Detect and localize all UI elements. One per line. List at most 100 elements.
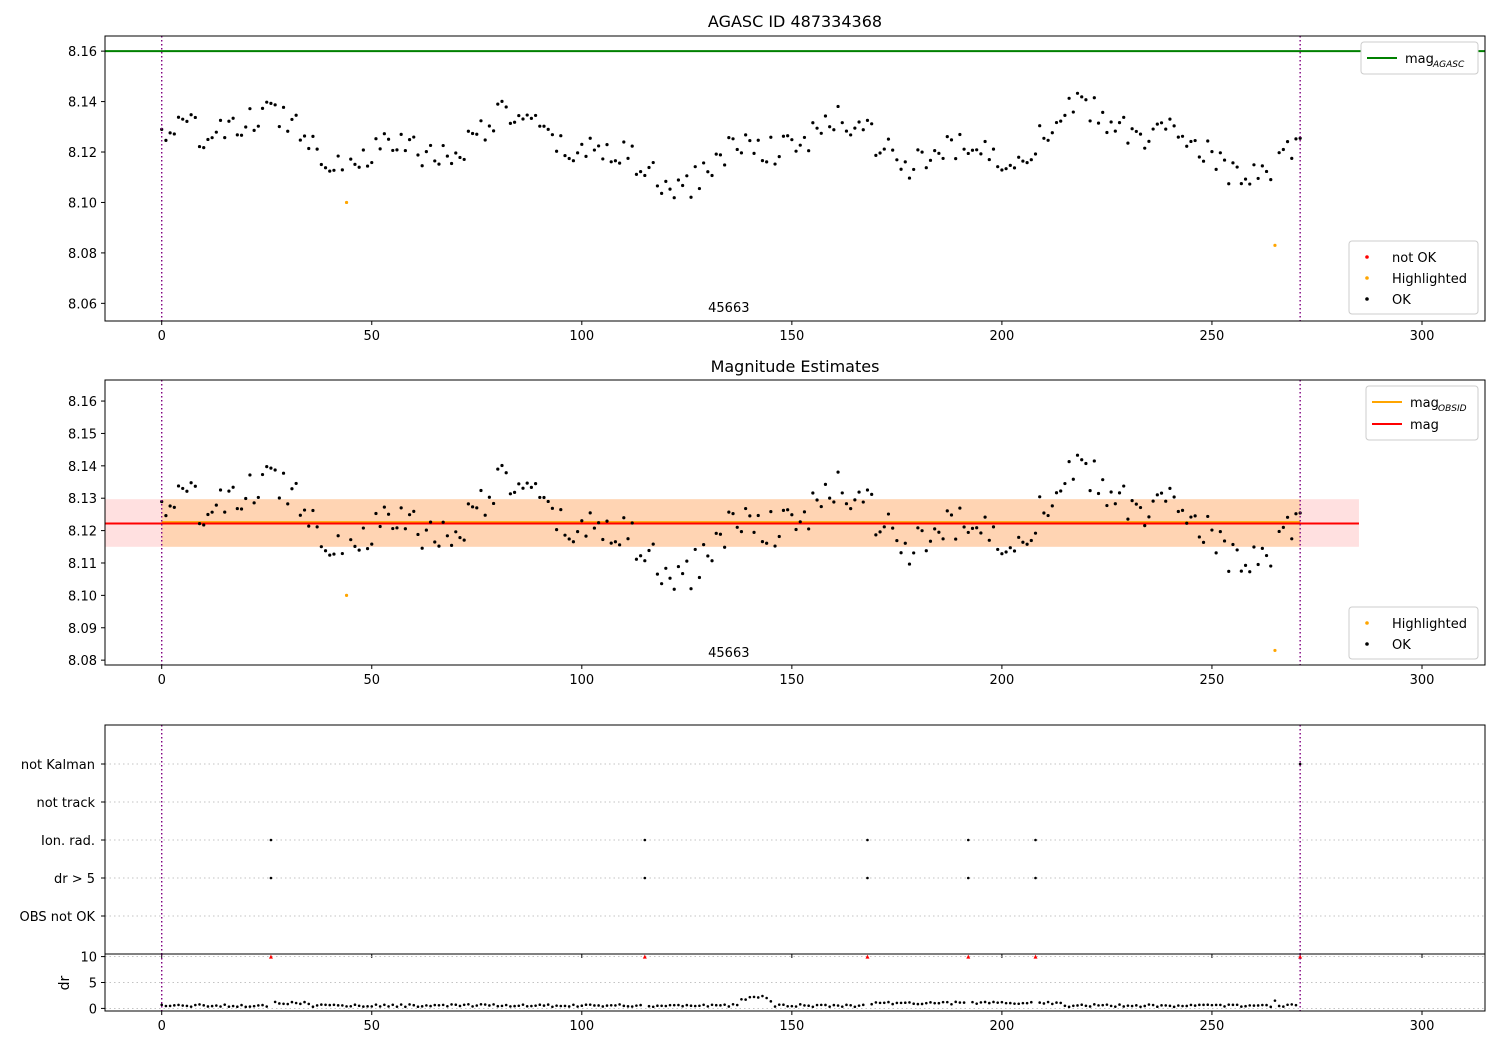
ok-point	[554, 528, 559, 532]
dr-point	[475, 1004, 479, 1007]
dr-point	[387, 1005, 390, 1008]
ok-point	[269, 101, 273, 105]
dr-point	[618, 1003, 621, 1006]
dr-point	[933, 1001, 936, 1005]
dr-point	[584, 1003, 588, 1007]
ok-point	[1059, 119, 1063, 123]
dr-point	[777, 1003, 781, 1006]
y-tick-label: 8.11	[68, 557, 97, 572]
ok-point	[521, 486, 525, 490]
flag-point	[866, 876, 869, 880]
ok-point	[281, 105, 286, 109]
ok-point	[1260, 164, 1264, 168]
ok-point	[966, 530, 970, 535]
dr-point	[731, 1002, 735, 1006]
legend-point-label: OK	[1392, 293, 1411, 308]
y-tick-label: 10	[80, 951, 97, 966]
ok-point	[1210, 149, 1214, 154]
dr-point	[227, 1005, 231, 1008]
dr-point	[231, 1004, 235, 1008]
dr-point	[341, 1004, 344, 1007]
ok-point	[260, 472, 265, 477]
ok-point	[504, 105, 508, 109]
dr-point	[685, 1003, 689, 1007]
ok-point	[1151, 499, 1155, 503]
ok-point	[428, 520, 433, 524]
ok-point	[954, 537, 958, 541]
dr-point	[345, 1005, 348, 1008]
ok-point	[786, 508, 790, 512]
ok-point	[597, 521, 601, 525]
ok-point	[1147, 515, 1151, 519]
ok-point	[260, 106, 265, 110]
dr-point	[950, 1002, 953, 1006]
dr-point	[962, 1001, 966, 1004]
ok-point	[899, 167, 903, 171]
ok-point	[618, 161, 622, 165]
x-tick-label: 300	[1410, 329, 1435, 344]
dr-point	[1172, 1005, 1176, 1009]
ok-point	[609, 160, 613, 164]
ok-point	[365, 164, 370, 168]
dr-point	[1030, 1000, 1033, 1004]
ok-point	[1214, 551, 1218, 555]
ok-point	[1281, 525, 1285, 529]
dr-point	[546, 1003, 550, 1006]
ok-point	[718, 153, 723, 157]
ok-point	[269, 466, 273, 470]
dr-point	[446, 1004, 449, 1008]
ok-point	[391, 526, 395, 531]
dr-point	[601, 1005, 605, 1008]
ok-point	[844, 502, 849, 506]
ok-point	[651, 542, 655, 546]
ok-point	[559, 134, 563, 138]
ok-point	[533, 481, 538, 486]
dr-point	[912, 1002, 915, 1006]
dr-point	[559, 1004, 563, 1008]
ok-point	[882, 147, 886, 151]
ok-point	[970, 148, 975, 152]
dr-point	[908, 1001, 911, 1004]
ok-point	[1075, 91, 1080, 95]
ok-point	[1143, 146, 1147, 150]
ok-point	[1222, 158, 1227, 162]
dr-point	[1088, 1005, 1092, 1008]
ok-point	[1197, 535, 1201, 539]
flag-point	[966, 838, 970, 842]
dr-point	[349, 1004, 353, 1008]
ok-point	[786, 134, 790, 138]
ok-point	[630, 521, 634, 525]
ok-point	[407, 138, 412, 142]
ok-point	[1080, 95, 1084, 99]
ok-point	[1063, 113, 1067, 117]
x-tick-label: 250	[1200, 1019, 1225, 1034]
dr-point	[483, 1003, 487, 1006]
ok-point	[311, 508, 315, 513]
dr-point	[1038, 1001, 1042, 1004]
ok-point	[311, 134, 315, 138]
agasc-panel: 0 50 100 150 200 250 300 8.06 8.08 8.10 8.12 8.14 8.…	[68, 12, 1486, 344]
ok-point	[907, 176, 912, 180]
dr-point	[1252, 1004, 1256, 1007]
dr-point	[425, 1004, 428, 1007]
ok-point	[521, 117, 525, 121]
ok-point	[416, 532, 420, 537]
ok-point	[290, 117, 294, 122]
ok-point	[685, 559, 689, 563]
ok-point	[1285, 515, 1290, 519]
ok-point	[828, 125, 832, 129]
ok-point	[676, 178, 681, 182]
ok-point	[861, 128, 865, 132]
ok-point	[807, 527, 811, 531]
ok-point	[1239, 569, 1243, 573]
dr-point	[215, 1004, 218, 1007]
dr-point	[1017, 1002, 1020, 1006]
ok-point	[718, 532, 723, 536]
ok-point	[823, 114, 828, 118]
ok-point	[945, 509, 949, 513]
ok-point	[970, 526, 975, 530]
chart-title: AGASC ID 487334368	[708, 12, 882, 31]
ok-point	[1067, 96, 1071, 100]
ok-point	[811, 121, 815, 125]
ok-point	[991, 525, 996, 529]
